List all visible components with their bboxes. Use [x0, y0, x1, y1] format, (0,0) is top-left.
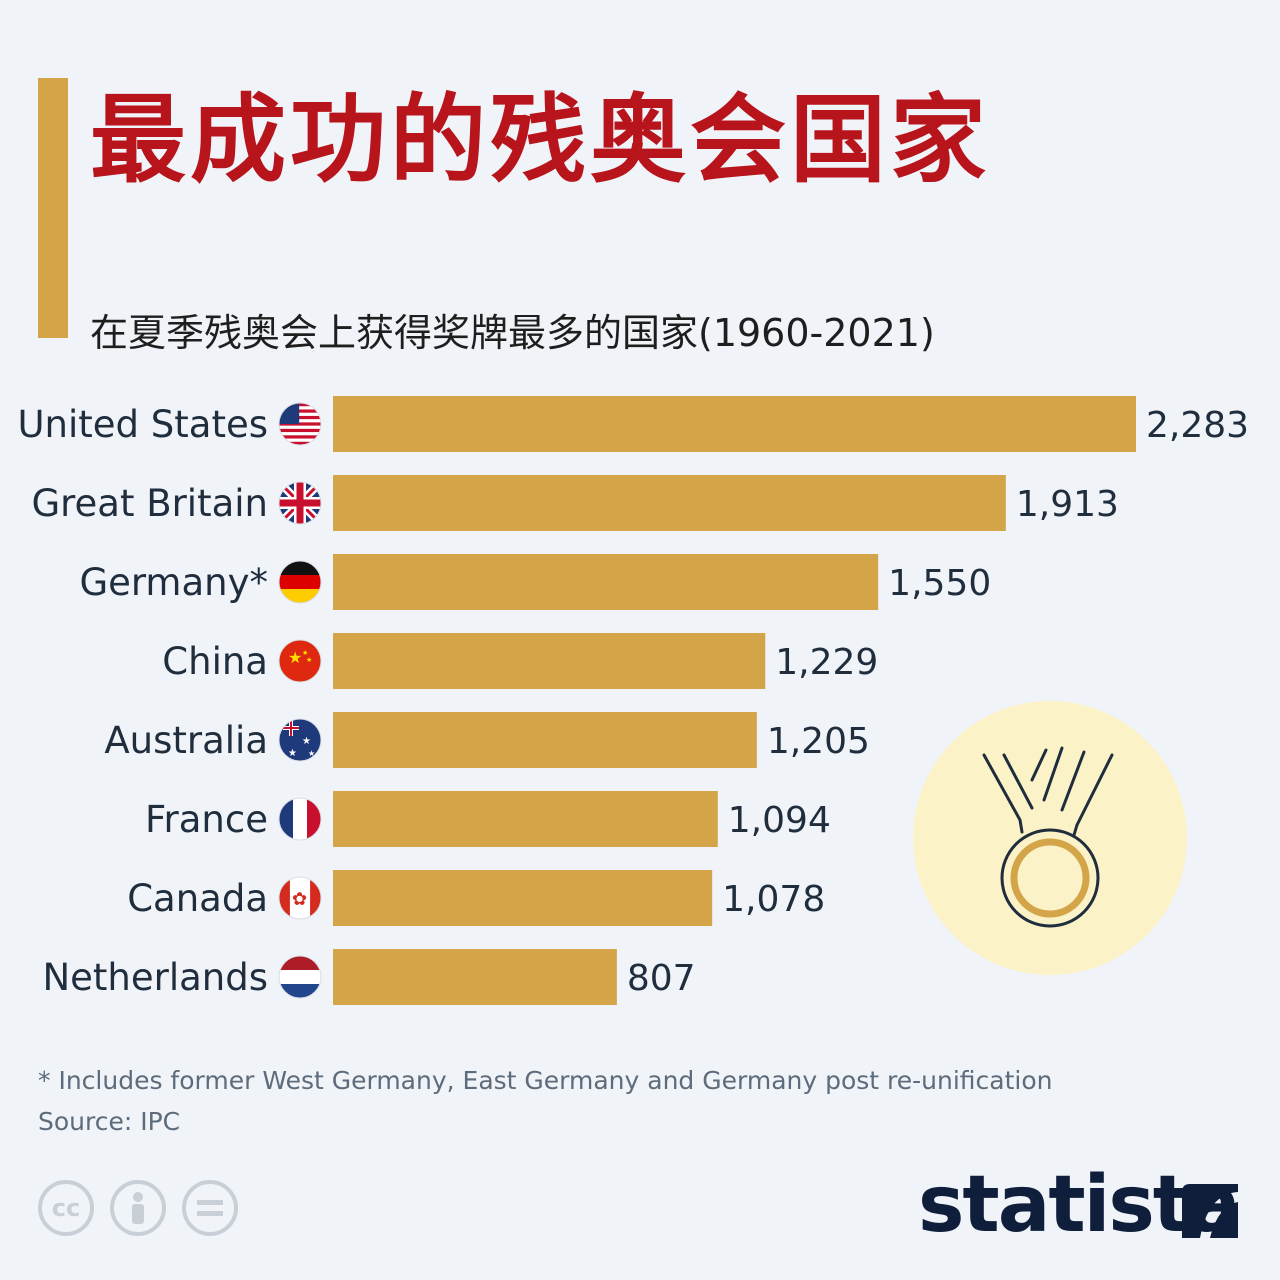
- cn-flag-icon: ★ ★★: [278, 639, 322, 683]
- medal-icon: [982, 746, 1114, 928]
- bar: [333, 870, 713, 926]
- bar-row: Netherlands 807: [42, 949, 696, 1005]
- category-label: France: [145, 798, 268, 841]
- value-label: 2,283: [1146, 405, 1249, 446]
- ca-flag-icon: ✿: [278, 876, 322, 920]
- svg-text:★: ★: [306, 656, 312, 664]
- attribution-icon[interactable]: [110, 1180, 166, 1236]
- value-label: 1,205: [767, 721, 870, 762]
- category-label: United States: [17, 403, 268, 446]
- bar-row: China ★ ★★ 1,229: [162, 633, 878, 689]
- person-icon: [132, 1192, 144, 1224]
- fr-flag-icon: [278, 797, 322, 841]
- value-label: 807: [627, 958, 696, 999]
- bar-row: United States 2,283: [17, 396, 1249, 452]
- nl-flag-icon: [278, 955, 322, 999]
- value-label: 1,913: [1016, 484, 1119, 525]
- gb-flag-icon: [278, 481, 322, 525]
- value-label: 1,078: [722, 879, 825, 920]
- no-derivatives-icon[interactable]: [182, 1180, 238, 1236]
- bar: [333, 712, 757, 768]
- chart-subtitle: 在夏季残奥会上获得奖牌最多的国家(1960-2021): [90, 311, 935, 355]
- svg-text:★: ★: [308, 749, 315, 758]
- svg-text:★: ★: [288, 748, 297, 759]
- svg-text:★: ★: [288, 648, 302, 667]
- bar-chart: United States 2,283 Great Britain 1,913 Germ…: [17, 396, 1249, 1005]
- de-flag-icon: [278, 560, 322, 604]
- bar-row: Canada ✿ 1,078: [127, 870, 825, 926]
- bar-row: Australia ★ ★ ★ 1,205: [104, 712, 870, 768]
- footnote: * Includes former West Germany, East Ger…: [38, 1066, 1053, 1095]
- bar-row: Great Britain 1,913: [31, 475, 1119, 531]
- bar: [333, 475, 1006, 531]
- bar: [333, 396, 1136, 452]
- au-flag-icon: ★ ★ ★: [278, 718, 322, 762]
- chart-title: 最成功的残奥会国家: [90, 84, 990, 196]
- bar: [333, 791, 718, 847]
- category-label: Netherlands: [42, 956, 268, 999]
- svg-text:★: ★: [302, 736, 311, 747]
- license-icons: cc: [38, 1180, 238, 1236]
- category-label: Germany*: [79, 561, 268, 604]
- source: Source: IPC: [38, 1107, 181, 1136]
- value-label: 1,094: [728, 800, 831, 841]
- badge-background: [913, 701, 1187, 975]
- value-label: 1,229: [775, 642, 878, 683]
- category-label: Great Britain: [31, 482, 268, 525]
- bar: [333, 554, 879, 610]
- statista-logo-mark-icon: [1182, 1184, 1238, 1238]
- cc-icon[interactable]: cc: [38, 1180, 94, 1236]
- bar: [333, 633, 766, 689]
- svg-text:★: ★: [302, 649, 308, 657]
- bar: [333, 949, 617, 1005]
- category-label: Australia: [104, 719, 268, 762]
- category-label: China: [162, 640, 268, 683]
- equals-icon: [197, 1200, 223, 1216]
- value-label: 1,550: [888, 563, 991, 604]
- medal-ring: [1010, 838, 1090, 918]
- medal-badge: [913, 701, 1187, 975]
- us-flag-icon: [278, 402, 322, 446]
- category-label: Canada: [127, 877, 268, 920]
- bar-row: Germany* 1,550: [79, 554, 991, 610]
- svg-text:✿: ✿: [292, 889, 307, 910]
- accent-bar: [38, 78, 68, 338]
- bar-row: France 1,094: [145, 791, 831, 847]
